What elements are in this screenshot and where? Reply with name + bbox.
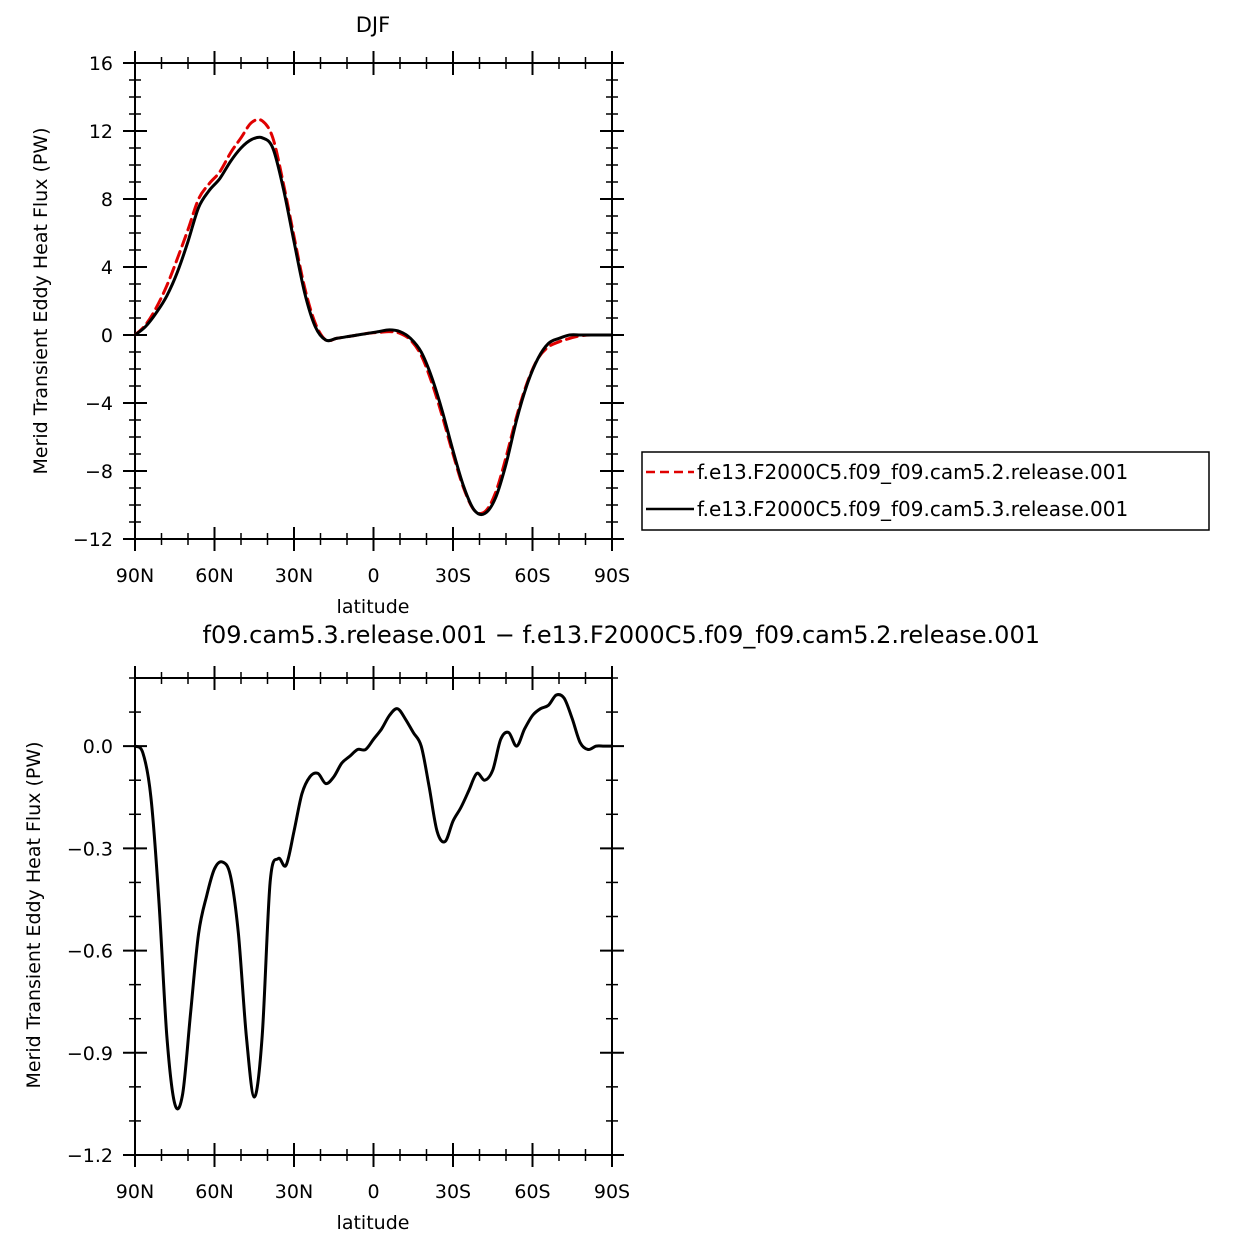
top-plot-frame bbox=[134, 62, 613, 540]
y-tick-label: −0.9 bbox=[67, 1043, 113, 1065]
top-x-ticks: 90N 60N 30N 0 30S 60S 90S bbox=[116, 51, 630, 587]
bottom-panel: f09.cam5.3.release.001 − f.e13.F2000C5.f… bbox=[23, 621, 1040, 1234]
bottom-chart-title: f09.cam5.3.release.001 − f.e13.F2000C5.f… bbox=[203, 621, 1040, 649]
y-tick-label: −1.2 bbox=[67, 1145, 113, 1167]
x-tick-label: 0 bbox=[367, 565, 379, 587]
y-tick-label: −12 bbox=[73, 529, 113, 551]
y-tick-label: 0 bbox=[101, 325, 113, 347]
bottom-y-axis-label: Merid Transient Eddy Heat Flux (PW) bbox=[23, 741, 45, 1088]
top-series-lines bbox=[133, 118, 614, 516]
series-line-1-0 bbox=[133, 693, 614, 1111]
legend: f.e13.F2000C5.f09_f09.cam5.2.release.001… bbox=[641, 451, 1210, 531]
x-tick-label: 60N bbox=[195, 565, 233, 587]
x-tick-label: 90S bbox=[594, 565, 630, 587]
y-tick-label: −8 bbox=[85, 461, 113, 483]
y-tick-label: −4 bbox=[85, 393, 113, 415]
x-tick-label: 30N bbox=[275, 1181, 313, 1203]
top-x-axis-label: latitude bbox=[337, 596, 410, 618]
y-tick-label: −0.3 bbox=[67, 838, 113, 860]
y-tick-label: −0.6 bbox=[67, 941, 113, 963]
bottom-x-axis-label: latitude bbox=[337, 1212, 410, 1234]
legend-label-cam5-3: f.e13.F2000C5.f09_f09.cam5.3.release.001 bbox=[697, 497, 1128, 521]
bottom-x-ticks: 90N 60N 30N 0 30S 60S 90S bbox=[116, 666, 630, 1203]
y-tick-label: 4 bbox=[101, 257, 113, 279]
bottom-series-lines bbox=[133, 693, 614, 1111]
bottom-y-ticks: 0.0 −0.3 −0.6 −0.9 −1.2 bbox=[67, 677, 624, 1167]
top-y-ticks: 16 12 8 4 0 −4 −8 −12 bbox=[73, 53, 624, 551]
y-tick-label: 12 bbox=[89, 121, 113, 143]
y-tick-label: 16 bbox=[89, 53, 113, 75]
x-tick-label: 30S bbox=[435, 1181, 471, 1203]
legend-box bbox=[641, 451, 1210, 531]
x-tick-label: 90N bbox=[116, 565, 154, 587]
x-tick-label: 0 bbox=[367, 1181, 379, 1203]
x-tick-label: 30S bbox=[435, 565, 471, 587]
x-tick-label: 60S bbox=[514, 1181, 550, 1203]
y-tick-label: 0.0 bbox=[83, 736, 113, 758]
x-tick-label: 60S bbox=[514, 565, 550, 587]
x-tick-label: 90S bbox=[594, 1181, 630, 1203]
legend-label-cam5-2: f.e13.F2000C5.f09_f09.cam5.2.release.001 bbox=[697, 460, 1128, 484]
series-line-0-0 bbox=[133, 118, 614, 516]
top-y-axis-label: Merid Transient Eddy Heat Flux (PW) bbox=[30, 127, 52, 474]
y-tick-label: 8 bbox=[101, 189, 113, 211]
x-tick-label: 60N bbox=[195, 1181, 233, 1203]
top-panel: DJF 16 12 8 4 0 −4 −8 −12 90N 60N 30N 0 30S 60S 90S l… bbox=[30, 13, 630, 618]
bottom-plot-frame bbox=[134, 677, 613, 1156]
x-tick-label: 30N bbox=[275, 565, 313, 587]
x-tick-label: 90N bbox=[116, 1181, 154, 1203]
series-line-0-1 bbox=[133, 135, 614, 516]
top-chart-title: DJF bbox=[356, 13, 390, 37]
